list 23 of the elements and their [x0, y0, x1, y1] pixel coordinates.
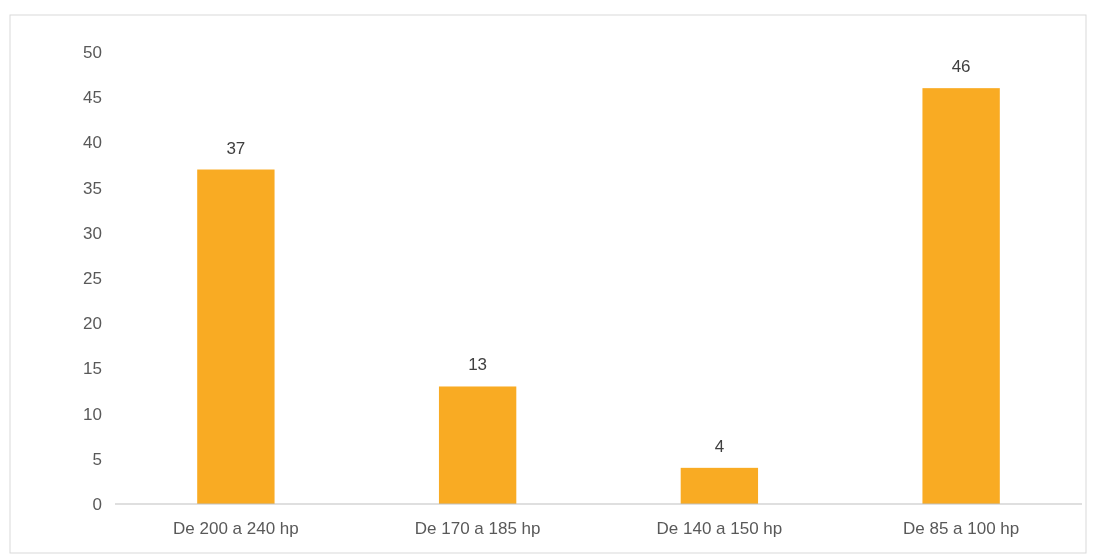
x-tick-label: De 170 a 185 hp — [414, 519, 541, 538]
y-tick-label: 35 — [83, 178, 102, 198]
y-tick-label: 15 — [83, 359, 102, 379]
x-tick-label: De 200 a 240 hp — [173, 519, 299, 538]
y-tick-label: 40 — [83, 133, 102, 153]
data-label: 4 — [714, 436, 725, 456]
y-tick-label: 20 — [83, 314, 102, 334]
bar — [922, 88, 1000, 504]
y-tick-label: 45 — [83, 88, 102, 108]
y-tick-label: 5 — [92, 449, 102, 469]
y-tick-label: 0 — [92, 494, 102, 514]
y-tick-label: 30 — [83, 223, 102, 243]
bar — [197, 169, 275, 504]
data-label: 13 — [468, 355, 488, 375]
x-tick-label: De 85 a 100 hp — [902, 519, 1020, 538]
data-label: 37 — [226, 138, 246, 158]
data-label: 46 — [951, 57, 971, 77]
x-tick-label: De 140 a 150 hp — [656, 519, 783, 538]
y-tick-label: 50 — [83, 42, 102, 62]
y-tick-label: 10 — [83, 404, 102, 424]
bar — [680, 467, 759, 504]
bar — [438, 386, 517, 504]
y-tick-label: 25 — [83, 268, 102, 288]
